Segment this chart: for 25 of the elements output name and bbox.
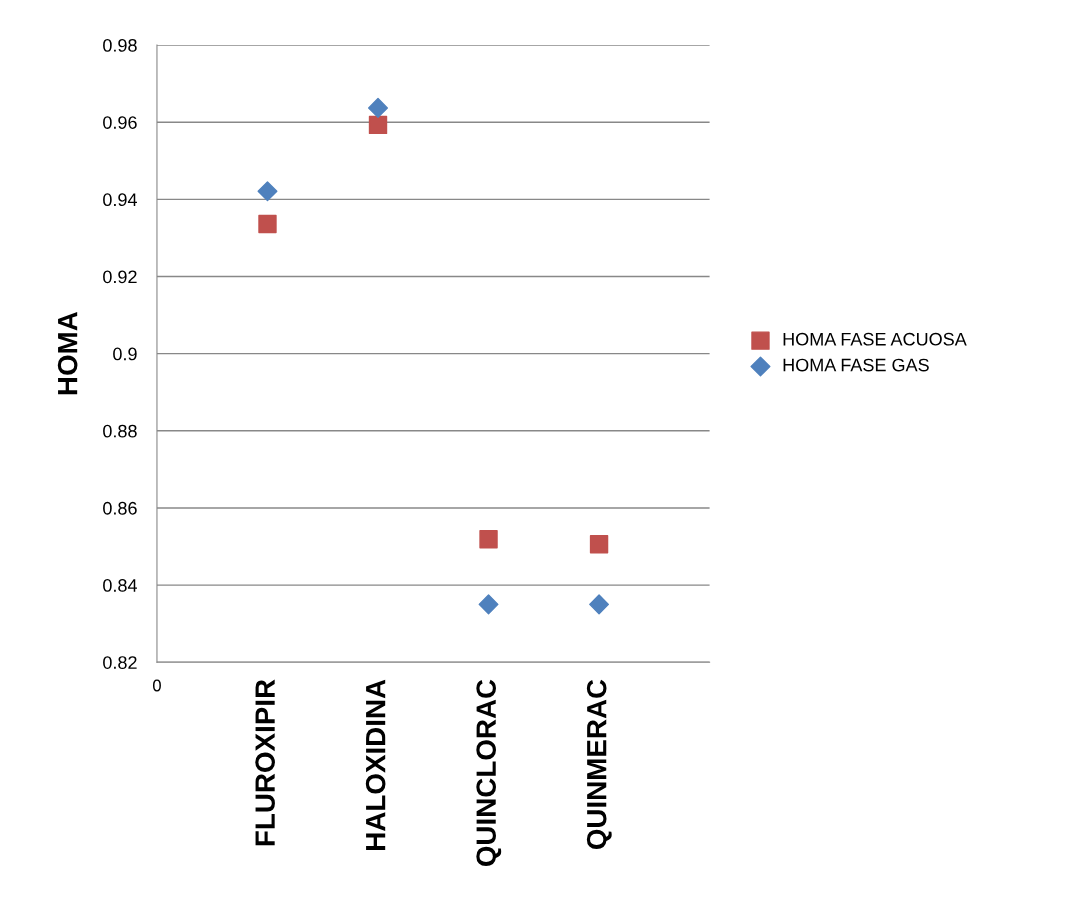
text: 0 [152, 679, 161, 692]
legend-label: HOMA FASE GAS [783, 358, 929, 372]
point [589, 594, 610, 615]
point [479, 529, 498, 549]
point [478, 594, 499, 615]
y-tick-label: 0.9 [113, 347, 137, 361]
y-tick-label: 0.92 [103, 270, 137, 284]
x-tick-label: QUINMERAC [586, 679, 612, 850]
y-axis-title: HOMA [57, 311, 78, 395]
point [368, 97, 389, 118]
y-tick-label: 0.96 [103, 116, 137, 129]
point [257, 181, 278, 202]
y-tick-label: 0.84 [103, 579, 137, 592]
y-tick-label: 0.86 [103, 501, 137, 515]
point [368, 115, 388, 135]
y-tick-label: 0.82 [103, 656, 137, 669]
y-tick-label: 0.94 [103, 193, 137, 207]
y-tick-label: 0.98 [103, 38, 137, 52]
x-tick-label: HALOXIDINA [365, 679, 386, 850]
y-tick-label: 0.88 [103, 424, 137, 438]
x-tick-label: FLUROXIPIR [255, 679, 275, 846]
point [589, 534, 609, 554]
legend-label: HOMA FASE ACUOSA [783, 332, 967, 346]
x-tick-label: QUINCLORAC [476, 679, 502, 867]
point [258, 214, 277, 234]
